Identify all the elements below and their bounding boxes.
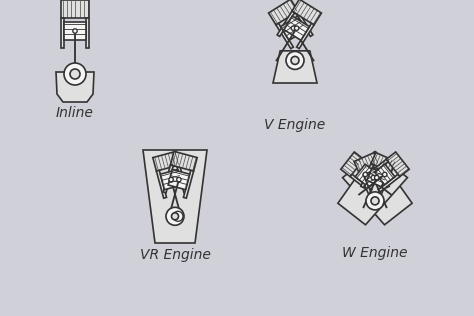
Polygon shape bbox=[378, 171, 391, 195]
Polygon shape bbox=[366, 159, 388, 177]
Polygon shape bbox=[292, 0, 321, 25]
Circle shape bbox=[294, 26, 299, 30]
Polygon shape bbox=[359, 171, 372, 195]
Circle shape bbox=[366, 192, 384, 210]
Polygon shape bbox=[350, 174, 372, 192]
Circle shape bbox=[73, 29, 77, 33]
Polygon shape bbox=[355, 164, 375, 185]
Polygon shape bbox=[362, 159, 383, 177]
Circle shape bbox=[169, 177, 173, 182]
Polygon shape bbox=[269, 0, 298, 25]
Polygon shape bbox=[284, 16, 310, 40]
Circle shape bbox=[166, 207, 184, 225]
Polygon shape bbox=[341, 152, 364, 177]
Polygon shape bbox=[371, 153, 396, 173]
Circle shape bbox=[374, 175, 379, 180]
Polygon shape bbox=[168, 170, 190, 190]
Polygon shape bbox=[183, 170, 193, 198]
Polygon shape bbox=[295, 11, 313, 36]
Circle shape bbox=[383, 172, 387, 177]
Polygon shape bbox=[376, 163, 389, 188]
Circle shape bbox=[371, 197, 379, 205]
Polygon shape bbox=[163, 165, 173, 193]
Polygon shape bbox=[281, 16, 306, 40]
Text: W Engine: W Engine bbox=[342, 246, 408, 260]
Polygon shape bbox=[386, 152, 409, 177]
Polygon shape bbox=[153, 151, 180, 171]
Polygon shape bbox=[56, 72, 94, 102]
Polygon shape bbox=[343, 152, 412, 225]
Circle shape bbox=[64, 63, 86, 85]
Circle shape bbox=[371, 175, 375, 180]
Circle shape bbox=[291, 56, 299, 64]
Text: V Engine: V Engine bbox=[264, 118, 326, 132]
Polygon shape bbox=[156, 170, 166, 198]
Polygon shape bbox=[177, 165, 187, 193]
Polygon shape bbox=[363, 168, 383, 187]
Polygon shape bbox=[61, 0, 89, 18]
Polygon shape bbox=[354, 153, 379, 173]
Polygon shape bbox=[378, 174, 400, 192]
Polygon shape bbox=[171, 151, 197, 171]
Polygon shape bbox=[61, 18, 64, 48]
Circle shape bbox=[177, 177, 181, 182]
Polygon shape bbox=[276, 23, 293, 49]
Polygon shape bbox=[143, 150, 207, 243]
Polygon shape bbox=[86, 18, 89, 48]
Text: VR Engine: VR Engine bbox=[139, 248, 210, 262]
Circle shape bbox=[286, 52, 304, 70]
Polygon shape bbox=[160, 170, 182, 190]
Polygon shape bbox=[374, 164, 395, 185]
Circle shape bbox=[172, 213, 179, 220]
Polygon shape bbox=[297, 23, 314, 49]
Text: Inline: Inline bbox=[56, 106, 94, 120]
Polygon shape bbox=[273, 51, 317, 83]
Circle shape bbox=[173, 211, 183, 221]
Polygon shape bbox=[367, 168, 387, 187]
Circle shape bbox=[291, 26, 296, 30]
Polygon shape bbox=[277, 11, 294, 36]
Circle shape bbox=[363, 172, 367, 177]
Polygon shape bbox=[338, 152, 408, 225]
Polygon shape bbox=[361, 163, 374, 188]
Polygon shape bbox=[64, 22, 86, 40]
Circle shape bbox=[70, 69, 80, 79]
